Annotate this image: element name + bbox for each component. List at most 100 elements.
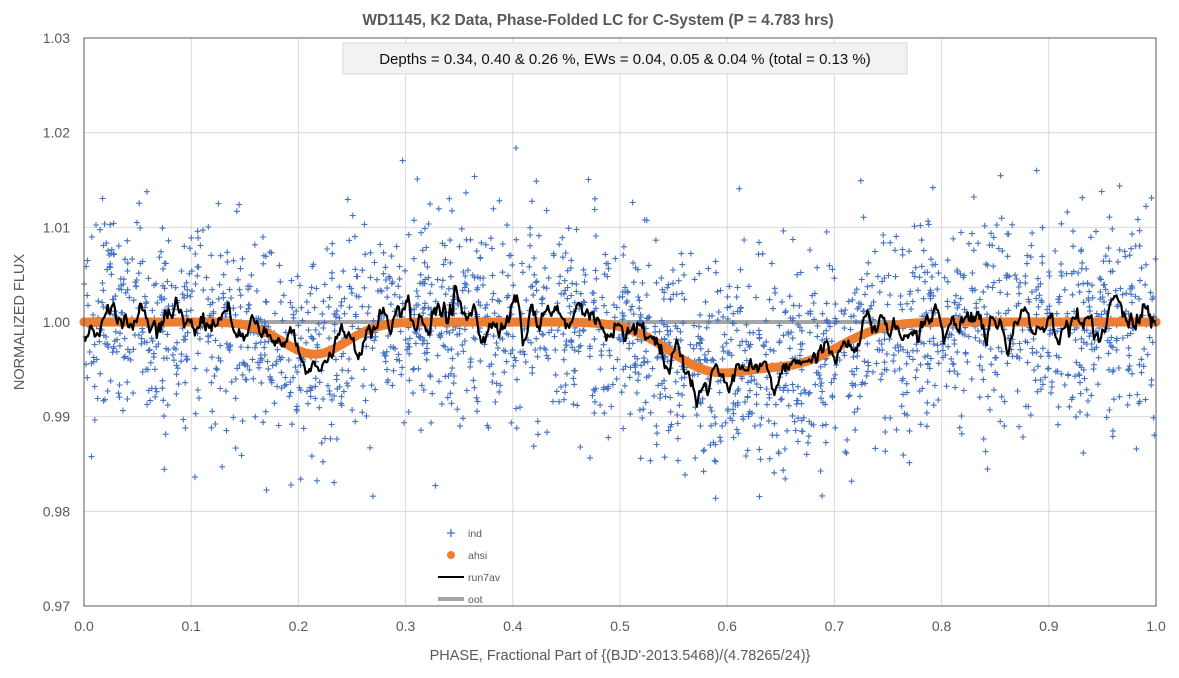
ind-point: [1114, 303, 1121, 310]
ind-point: [473, 394, 480, 401]
ind-point: [865, 359, 872, 366]
ind-point: [359, 267, 366, 274]
ind-point: [727, 303, 734, 310]
ind-point: [325, 303, 332, 310]
ind-point: [931, 341, 937, 348]
ind-point: [215, 200, 222, 207]
ind-point: [86, 349, 93, 355]
ind-point: [795, 383, 801, 390]
ind-point: [402, 336, 409, 343]
ind-point: [909, 298, 916, 305]
ind-point: [881, 366, 888, 373]
ind-point: [477, 275, 484, 282]
ind-point: [734, 402, 741, 409]
ind-point: [235, 276, 241, 283]
ind-point: [115, 285, 122, 292]
x-tick-label: 0.9: [1039, 618, 1059, 634]
ind-point: [854, 405, 861, 412]
ind-point: [93, 222, 99, 228]
ind-point: [312, 327, 319, 333]
ind-point: [559, 234, 566, 241]
ind-point: [979, 366, 986, 373]
ind-point: [862, 291, 868, 298]
ind-point: [664, 284, 671, 291]
ind-point: [410, 390, 416, 397]
ind-point: [918, 237, 925, 244]
ind-point: [997, 289, 1004, 296]
ind-point: [850, 313, 857, 319]
ind-point: [691, 322, 697, 329]
ind-point: [959, 330, 966, 337]
ind-point: [192, 281, 199, 287]
ind-point: [980, 435, 987, 442]
ind-point: [474, 286, 480, 293]
ind-point: [1143, 261, 1149, 268]
ind-point: [954, 304, 961, 311]
ind-point: [1106, 214, 1113, 221]
ind-point: [674, 412, 681, 418]
ind-point: [1005, 307, 1012, 314]
ind-point: [1016, 355, 1023, 362]
ind-point: [737, 266, 744, 273]
ind-point: [576, 332, 583, 339]
ind-point: [154, 299, 161, 306]
ind-point: [643, 315, 650, 322]
ind-point: [756, 239, 763, 246]
ind-point: [609, 381, 616, 388]
ind-point: [899, 375, 906, 382]
ind-point: [273, 358, 280, 365]
ind-point: [561, 347, 568, 354]
ind-point: [621, 382, 628, 389]
ind-point: [831, 320, 838, 327]
ind-point: [592, 398, 598, 405]
ind-point: [393, 356, 400, 363]
ind-point: [496, 388, 503, 395]
ind-point: [564, 267, 571, 274]
ind-point: [757, 456, 764, 463]
x-tick-label: 0.0: [74, 618, 94, 634]
ind-point: [255, 364, 262, 371]
ind-point: [660, 321, 667, 328]
ind-point: [842, 448, 849, 455]
ind-point: [422, 276, 429, 283]
ind-point: [995, 344, 1002, 351]
ind-point: [1033, 167, 1040, 174]
ind-point: [734, 284, 741, 291]
ind-point: [288, 277, 295, 284]
ind-point: [599, 294, 606, 301]
ind-point: [540, 284, 547, 291]
ind-point: [811, 290, 818, 297]
ind-point: [1091, 346, 1098, 353]
ind-point: [396, 294, 403, 301]
ind-point: [1138, 356, 1145, 363]
ind-point: [427, 290, 434, 297]
ind-point: [1141, 346, 1148, 353]
ind-point: [781, 446, 788, 452]
ind-point: [543, 285, 550, 292]
ind-point: [832, 301, 839, 308]
ind-point: [625, 289, 631, 296]
ind-point: [208, 424, 215, 431]
ind-point: [1105, 350, 1112, 357]
ind-point: [587, 454, 593, 461]
ind-point: [489, 296, 496, 303]
ind-point: [712, 420, 719, 427]
ind-point: [236, 362, 243, 368]
ind-point: [181, 294, 188, 301]
ind-point: [507, 252, 514, 259]
ind-point: [878, 371, 885, 378]
ind-point: [871, 248, 878, 255]
ind-point: [310, 261, 317, 268]
ind-point: [942, 352, 949, 359]
ind-point: [438, 401, 445, 408]
ind-point: [745, 413, 752, 420]
ind-point: [1138, 369, 1145, 376]
ind-point: [192, 474, 198, 481]
ind-point: [449, 207, 455, 214]
ind-point: [1076, 289, 1083, 296]
ind-point: [780, 227, 787, 234]
ind-point: [821, 361, 828, 368]
ind-point: [954, 349, 961, 356]
ind-point: [917, 361, 924, 368]
ind-point: [674, 325, 681, 332]
